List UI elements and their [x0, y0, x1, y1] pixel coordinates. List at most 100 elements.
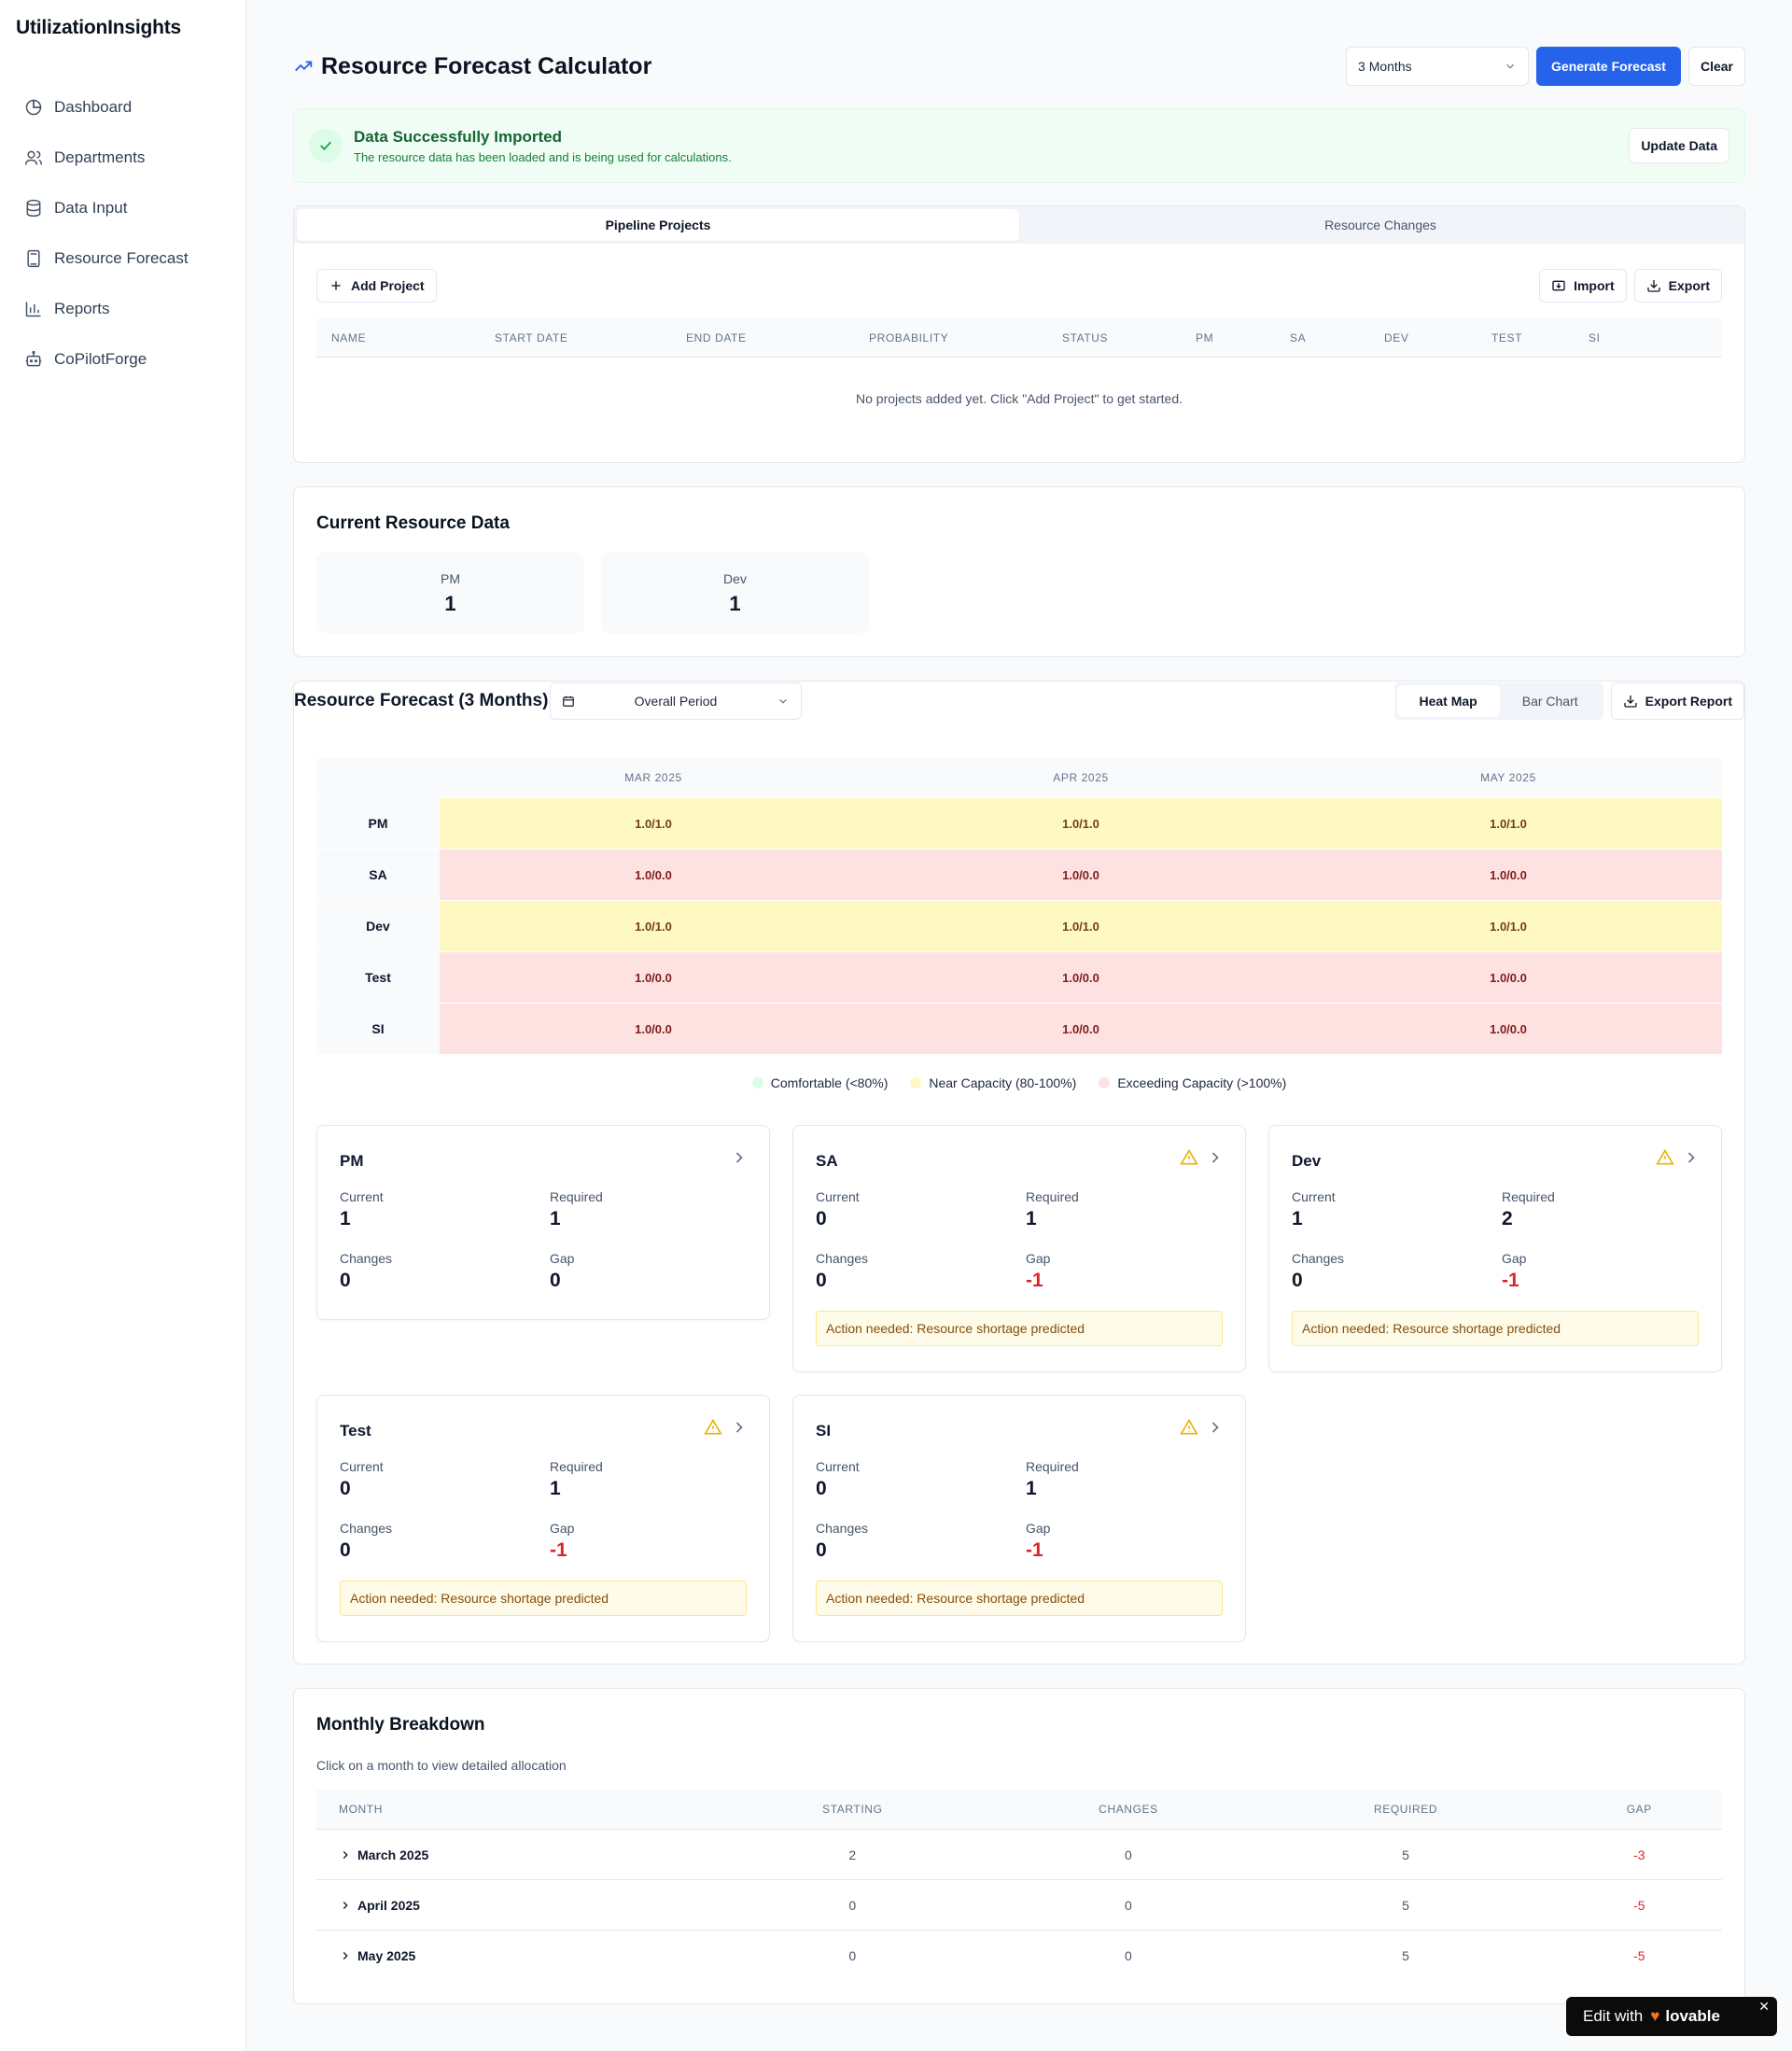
- overall-period-select[interactable]: Overall Period: [550, 682, 802, 720]
- resource-card-si[interactable]: SI Current 0 Required 1 Changes 0 Gap -1 Act…: [792, 1395, 1246, 1642]
- heat-cell[interactable]: 1.0/0.0: [1295, 952, 1722, 1003]
- chevron-down-icon: [1506, 63, 1514, 69]
- col-required: REQUIRED: [1373, 1803, 1438, 1816]
- breakdown-row-april[interactable]: April 2025 0 0 5 -5: [316, 1879, 1722, 1930]
- clear-button[interactable]: Clear: [1687, 47, 1745, 86]
- generate-forecast-button[interactable]: Generate Forecast: [1536, 47, 1681, 86]
- calculator-icon: [27, 249, 40, 268]
- brand-logo[interactable]: UtilizationInsights: [16, 17, 182, 38]
- heat-cell[interactable]: 1.0/1.0: [440, 901, 867, 951]
- sidebar-item-departments[interactable]: Departments: [0, 133, 246, 183]
- resource-card-test[interactable]: Test Current 0 Required 1 Changes 0 Gap -1 A…: [316, 1395, 770, 1642]
- forecast-title: Resource Forecast (3 Months): [294, 691, 549, 710]
- heat-cell[interactable]: 1.0/0.0: [867, 1004, 1295, 1054]
- stat-label: PM: [441, 571, 460, 586]
- heat-cell[interactable]: 1.0/0.0: [1295, 850, 1722, 900]
- heat-cell[interactable]: 1.0/0.0: [440, 952, 867, 1003]
- heat-cell[interactable]: 1.0/1.0: [1295, 798, 1722, 849]
- close-icon[interactable]: ✕: [1758, 1999, 1770, 2014]
- chevron-right-icon[interactable]: [1206, 1148, 1225, 1167]
- tab-heat-map[interactable]: Heat Map: [1396, 685, 1500, 717]
- warning-icon: [704, 1418, 722, 1435]
- import-button[interactable]: Import: [1539, 269, 1627, 302]
- heat-map-header: MAR 2025 APR 2025 MAY 2025: [316, 758, 1722, 797]
- breakdown-row-may[interactable]: May 2025 0 0 5 -5: [316, 1930, 1722, 1980]
- heat-cell[interactable]: 1.0/0.0: [1295, 1004, 1722, 1054]
- resource-name: SA: [816, 1152, 838, 1170]
- plus-icon: [331, 281, 341, 290]
- export-button[interactable]: Export: [1633, 269, 1722, 302]
- sidebar-item-data-input[interactable]: Data Input: [0, 183, 246, 233]
- users-icon: [24, 150, 43, 165]
- resource-name: SI: [816, 1422, 832, 1440]
- add-project-button[interactable]: Add Project: [316, 269, 437, 302]
- heat-cell[interactable]: 1.0/1.0: [1295, 901, 1722, 951]
- sidebar-item-reports[interactable]: Reports: [0, 284, 246, 334]
- changes-value: 0: [1125, 1947, 1132, 1963]
- heat-row-pm: PM 1.0/1.0 1.0/1.0 1.0/1.0: [316, 797, 1722, 849]
- chevron-right-icon: [343, 1901, 348, 1909]
- legend-dot: [751, 1077, 763, 1089]
- heat-cell[interactable]: 1.0/0.0: [867, 850, 1295, 900]
- legend-item: Exceeding Capacity (>100%): [1099, 1075, 1286, 1090]
- period-select[interactable]: 3 Months: [1346, 47, 1530, 86]
- breakdown-subtitle: Click on a month to view detailed alloca…: [316, 1758, 567, 1773]
- heat-cell[interactable]: 1.0/1.0: [867, 798, 1295, 849]
- card-icons: [1180, 1148, 1225, 1167]
- metric-gap: Gap 0: [550, 1251, 575, 1291]
- sidebar-item-label: Data Input: [54, 199, 128, 217]
- gap-value: -5: [1633, 1897, 1645, 1913]
- sidebar-item-dashboard[interactable]: Dashboard: [0, 82, 246, 133]
- legend-dot: [910, 1077, 922, 1089]
- warning-icon: [1180, 1418, 1198, 1435]
- chevron-right-icon[interactable]: [1682, 1148, 1701, 1167]
- edit-with-lovable-badge[interactable]: Edit with ♥ lovable ✕: [1566, 1997, 1777, 2036]
- metric-required: Required 1: [550, 1189, 603, 1229]
- sidebar: UtilizationInsights Dashboard Department…: [0, 0, 246, 2051]
- export-report-button[interactable]: Export Report: [1610, 682, 1744, 720]
- breakdown-row-march[interactable]: March 2025 2 0 5 -3: [316, 1829, 1722, 1879]
- view-toggle: Heat Map Bar Chart: [1393, 682, 1603, 720]
- sidebar-item-label: CoPilotForge: [54, 350, 147, 368]
- col-pm: PM: [1196, 330, 1214, 344]
- trending-up-icon: [295, 61, 313, 72]
- download-icon: [1623, 695, 1637, 708]
- starting-value: 0: [848, 1897, 857, 1913]
- card-icons: [1180, 1418, 1225, 1437]
- tab-resource-changes[interactable]: Resource Changes: [1324, 218, 1436, 232]
- heat-cell[interactable]: 1.0/0.0: [440, 1004, 867, 1054]
- chevron-right-icon[interactable]: [1206, 1418, 1225, 1437]
- resource-card-pm[interactable]: PM Current 1 Required 1 Changes 0 Gap 0: [316, 1125, 770, 1320]
- sidebar-item-label: Reports: [54, 300, 110, 317]
- legend-label: Comfortable (<80%): [770, 1075, 889, 1090]
- resource-card-dev[interactable]: Dev Current 1 Required 2 Changes 0 Gap -1 Ac…: [1268, 1125, 1722, 1372]
- chevron-right-icon[interactable]: [730, 1148, 749, 1167]
- current-resource-title: Current Resource Data: [316, 513, 510, 533]
- heat-cell[interactable]: 1.0/0.0: [867, 952, 1295, 1003]
- col-gap: GAP: [1626, 1803, 1652, 1816]
- sidebar-item-resource-forecast[interactable]: Resource Forecast: [0, 233, 246, 284]
- resource-name: Dev: [1292, 1152, 1322, 1170]
- heat-cell[interactable]: 1.0/0.0: [440, 850, 867, 900]
- chevron-right-icon[interactable]: [730, 1418, 749, 1437]
- sidebar-item-copilotforge[interactable]: CoPilotForge: [0, 334, 246, 385]
- month-header: MAR 2025: [624, 771, 682, 784]
- projects-tabs: Pipeline Projects Resource Changes: [294, 206, 1744, 244]
- period-select-value: 3 Months: [1358, 59, 1412, 74]
- heat-cell[interactable]: 1.0/1.0: [440, 798, 867, 849]
- legend-label: Exceeding Capacity (>100%): [1117, 1075, 1287, 1090]
- heat-cell[interactable]: 1.0/1.0: [867, 901, 1295, 951]
- tab-bar-chart[interactable]: Bar Chart: [1521, 694, 1578, 709]
- metric-gap: Gap -1: [1502, 1251, 1527, 1291]
- calendar-icon: [563, 695, 574, 707]
- col-status: STATUS: [1062, 330, 1109, 344]
- stat-dev: Dev 1: [601, 553, 869, 633]
- metric-gap: Gap -1: [550, 1521, 575, 1561]
- shortage-warning: Action needed: Resource shortage predict…: [1292, 1311, 1699, 1346]
- resource-card-sa[interactable]: SA Current 0 Required 1 Changes 0 Gap -1 Act…: [792, 1125, 1246, 1372]
- tab-pipeline-projects[interactable]: Pipeline Projects: [297, 209, 1019, 241]
- pie-chart-icon: [25, 99, 42, 116]
- heat-row-label: SI: [316, 1004, 440, 1054]
- download-icon: [1646, 280, 1660, 292]
- update-data-button[interactable]: Update Data: [1629, 128, 1729, 163]
